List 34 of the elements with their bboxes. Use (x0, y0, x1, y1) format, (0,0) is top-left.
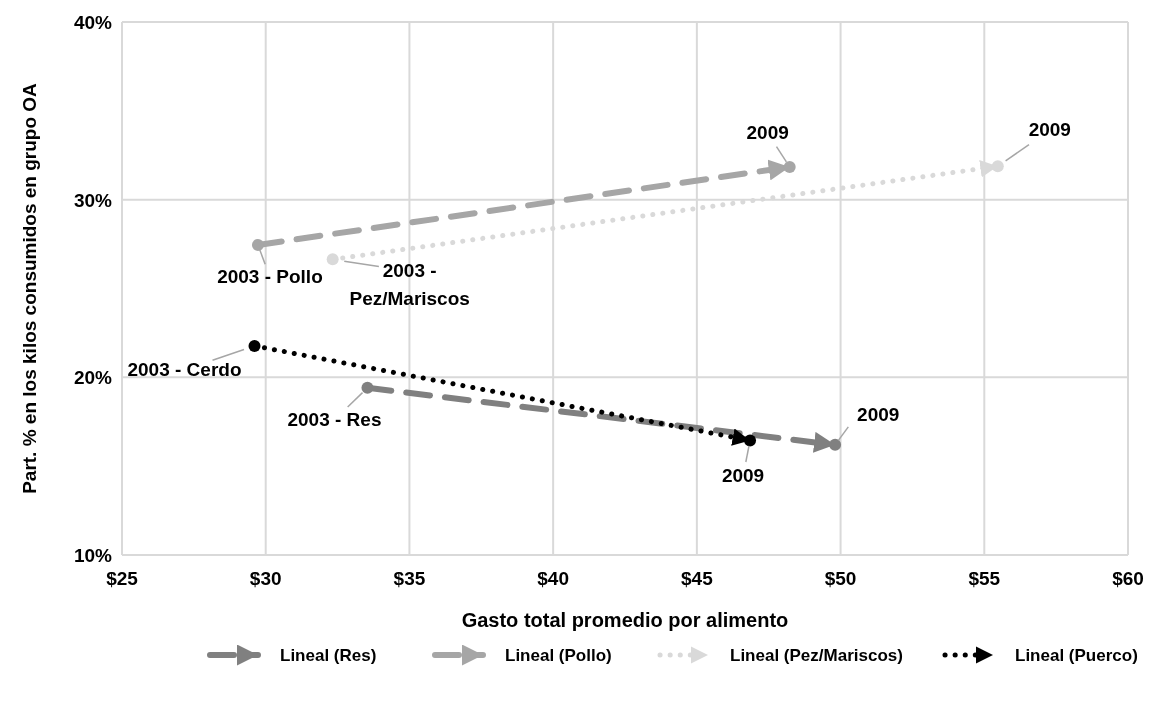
x-tick-label: $55 (968, 568, 1001, 589)
annotation: 2009 (746, 121, 789, 143)
annotation: 2003 - Res (287, 408, 382, 430)
point (248, 339, 261, 352)
x-tick-label: $50 (824, 568, 857, 589)
x-axis-title: Gasto total promedio por alimento (461, 609, 789, 631)
legend-label: Lineal (Puerco) (1015, 646, 1138, 665)
point (991, 160, 1004, 173)
legend-label: Lineal (Res) (280, 646, 377, 665)
y-tick-label: 10% (73, 545, 113, 566)
y-axis-title: Part. % en los kilos consumidos en grupo OA (19, 82, 40, 494)
point (783, 160, 796, 173)
point (251, 238, 264, 251)
x-tick-label: $30 (249, 568, 282, 589)
annotation: 2003 - Cerdo (127, 358, 242, 380)
annotation: 2009 (857, 403, 900, 425)
x-tick-label: $40 (537, 568, 569, 589)
annotation: 2003 - Pez/Mariscos (349, 260, 470, 310)
legend-label: Lineal (Pollo) (505, 646, 612, 665)
y-tick-label: 40% (73, 12, 113, 33)
y-tick-label: 30% (73, 189, 113, 211)
point (361, 381, 374, 394)
point (829, 438, 842, 451)
legend-label: Lineal (Pez/Mariscos) (730, 646, 903, 665)
x-tick-label: $45 (681, 568, 714, 589)
y-tick-label: 20% (73, 367, 113, 389)
point (326, 253, 339, 266)
x-tick-label: $25 (106, 568, 139, 589)
annotation: 2003 - Pollo (217, 265, 323, 287)
x-tick-label: $35 (393, 568, 426, 589)
point (744, 434, 757, 447)
x-tick-label: $60 (1112, 568, 1144, 589)
annotation: 2009 (1028, 119, 1071, 141)
annotation: 2009 (721, 465, 765, 487)
